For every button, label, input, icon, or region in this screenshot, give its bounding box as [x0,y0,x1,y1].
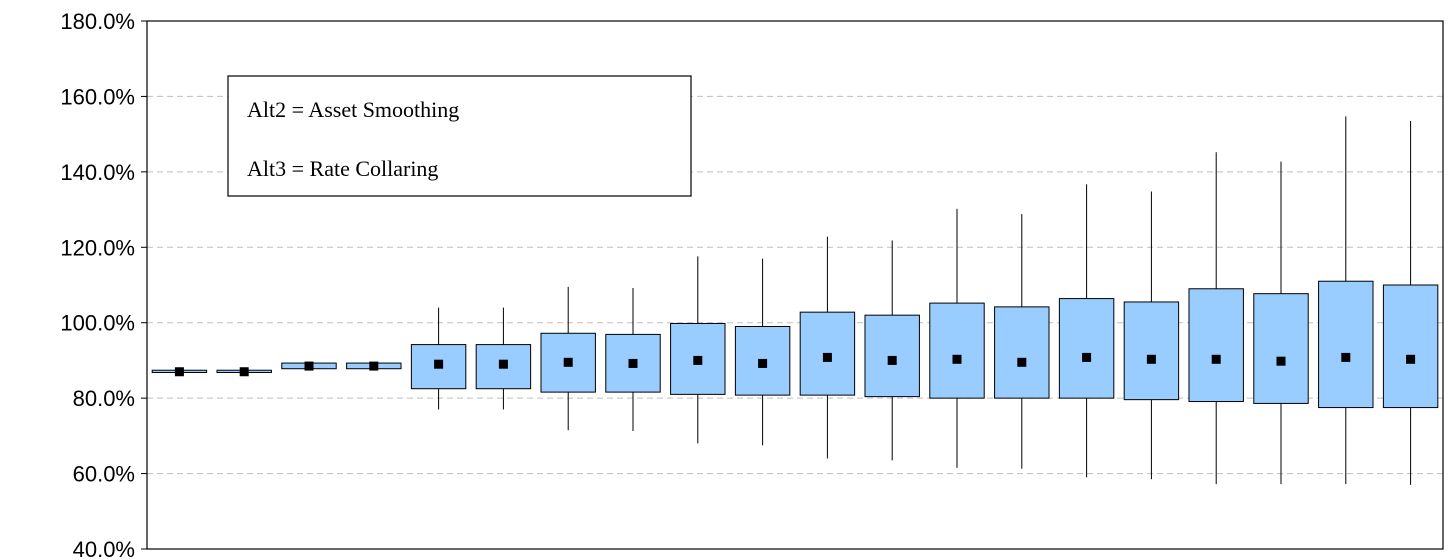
y-tick-label: 120.0% [60,235,135,260]
box-body [1058,298,1115,399]
y-tick-label: 60.0% [73,462,135,487]
y-tick-label: 100.0% [60,311,135,336]
median-marker [693,355,703,365]
median-marker [628,358,638,368]
median-marker [822,352,832,362]
box-body [994,306,1050,399]
y-tick-label: 40.0% [73,537,135,560]
box-2 [216,367,272,377]
median-marker [1146,354,1156,364]
y-tick-label: 160.0% [60,84,135,109]
median-marker [498,359,508,369]
box-4 [346,361,402,371]
box-20 [1382,120,1439,485]
box-11 [799,236,856,459]
box-13 [929,208,985,468]
box-3 [281,361,337,371]
y-axis-tick-labels: 40.0% 60.0% 80.0% 100.0% 120.0% 140.0% 160.0% 1… [60,9,135,560]
box-16 [1123,191,1180,480]
box-8 [605,288,661,431]
box-body [1382,284,1439,409]
box-18 [1253,161,1309,485]
median-marker [369,361,379,371]
median-marker [239,367,249,377]
box-body [1318,280,1374,409]
median-marker [1082,352,1092,362]
box-body [864,314,920,398]
legend-line-alt2: Alt2 = Asset Smoothing [247,97,459,122]
box-body [1188,288,1244,403]
box-5 [410,307,467,410]
box-body [1253,293,1309,404]
box-10 [734,258,791,446]
median-marker [304,361,314,371]
box-series [151,116,1439,485]
median-marker [434,359,444,369]
median-marker [1211,354,1221,364]
box-12 [864,240,920,461]
plot-area-border [146,20,1444,550]
box-19 [1318,116,1374,485]
y-tick-label: 180.0% [60,9,135,34]
box-14 [994,214,1050,469]
box-body [929,302,985,399]
median-marker [758,358,768,368]
median-marker [887,355,897,365]
median-marker [1341,352,1351,362]
box-body [1123,301,1180,401]
y-tick-label: 80.0% [73,386,135,411]
box-17 [1188,152,1244,485]
median-marker [563,357,573,367]
box-9 [670,256,726,444]
legend-line-alt3: Alt3 = Rate Collaring [247,156,438,181]
box-1 [151,367,208,377]
legend-box: Alt2 = Asset Smoothing Alt3 = Rate Colla… [227,75,692,197]
box-6 [475,307,532,410]
box-7 [540,286,596,431]
median-marker [174,367,184,377]
y-tick-label: 140.0% [60,160,135,185]
median-marker [1017,357,1027,367]
box-15 [1058,184,1115,478]
median-marker [1406,354,1416,364]
legend-frame [227,75,692,197]
median-marker [1276,356,1286,366]
median-marker [952,354,962,364]
